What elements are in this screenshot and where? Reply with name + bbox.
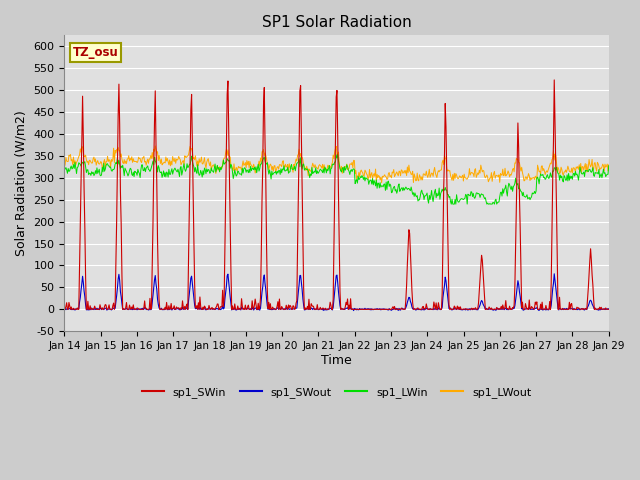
sp1_LWout	[404, 170, 412, 176]
sp1_LWin	[447, 201, 455, 207]
sp1_SWout	[605, 306, 612, 312]
Title: SP1 Solar Radiation: SP1 Solar Radiation	[262, 15, 412, 30]
sp1_LWout	[211, 164, 219, 169]
X-axis label: Time: Time	[321, 354, 352, 367]
sp1_SWin	[182, 303, 190, 309]
sp1_SWout	[350, 308, 358, 313]
Y-axis label: Solar Radiation (W/m2): Solar Radiation (W/m2)	[15, 110, 28, 256]
sp1_LWin	[61, 166, 68, 172]
Text: TZ_osu: TZ_osu	[72, 46, 118, 59]
Line: sp1_LWin: sp1_LWin	[65, 155, 609, 204]
sp1_SWin	[61, 304, 68, 310]
sp1_SWin	[71, 306, 79, 312]
sp1_LWin	[182, 168, 189, 174]
sp1_LWin	[404, 187, 412, 192]
sp1_SWout	[127, 306, 134, 312]
sp1_SWin	[61, 306, 69, 312]
sp1_LWin	[605, 163, 612, 168]
sp1_SWout	[61, 306, 68, 312]
sp1_SWin	[605, 306, 612, 312]
sp1_LWin	[334, 152, 342, 157]
sp1_SWout	[404, 300, 412, 305]
sp1_LWin	[419, 191, 427, 197]
sp1_SWin	[404, 261, 412, 267]
sp1_LWout	[378, 180, 385, 186]
sp1_SWin	[211, 306, 219, 312]
Legend: sp1_SWin, sp1_SWout, sp1_LWin, sp1_LWout: sp1_SWin, sp1_SWout, sp1_LWin, sp1_LWout	[137, 383, 536, 403]
sp1_LWout	[61, 164, 68, 170]
sp1_LWout	[182, 155, 190, 160]
sp1_LWin	[127, 166, 134, 171]
sp1_LWout	[70, 161, 78, 167]
sp1_LWout	[420, 171, 428, 177]
sp1_SWout	[550, 271, 558, 276]
sp1_LWout	[152, 143, 159, 149]
sp1_SWin	[127, 306, 135, 312]
Line: sp1_SWin: sp1_SWin	[65, 80, 609, 309]
sp1_SWout	[419, 306, 427, 312]
sp1_LWout	[605, 162, 612, 168]
sp1_SWout	[182, 306, 189, 312]
Line: sp1_LWout: sp1_LWout	[65, 146, 609, 183]
sp1_SWout	[70, 306, 78, 312]
Line: sp1_SWout: sp1_SWout	[65, 274, 609, 311]
sp1_LWin	[70, 166, 78, 171]
sp1_SWout	[211, 306, 218, 312]
sp1_SWin	[550, 77, 558, 83]
sp1_LWout	[127, 156, 134, 161]
sp1_SWin	[419, 303, 427, 309]
sp1_LWin	[211, 166, 218, 171]
